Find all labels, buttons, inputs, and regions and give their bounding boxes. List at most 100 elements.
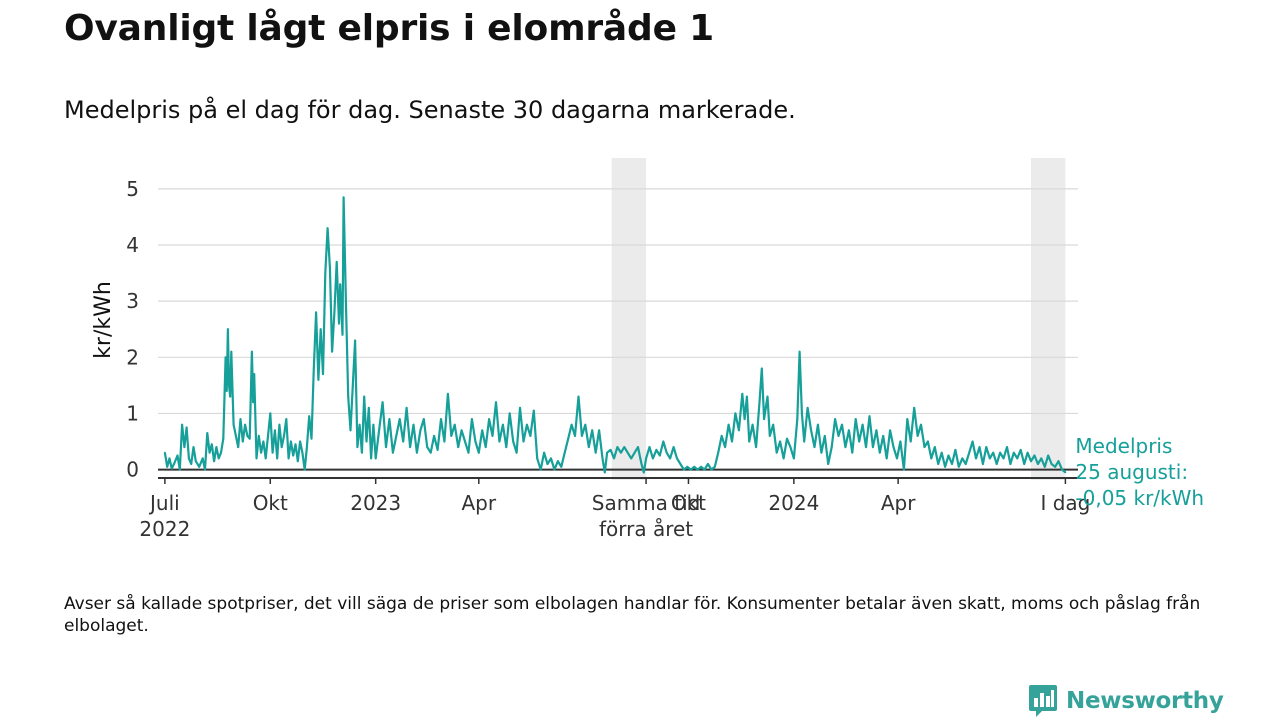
data-point bbox=[803, 440, 806, 443]
data-point bbox=[294, 443, 297, 446]
data-point bbox=[724, 446, 726, 448]
data-point bbox=[746, 395, 748, 398]
data-point bbox=[951, 463, 953, 465]
data-point bbox=[731, 440, 733, 443]
data-point bbox=[988, 457, 991, 460]
data-point bbox=[457, 446, 460, 448]
brand-logo[interactable]: Newsworthy bbox=[1028, 682, 1224, 720]
data-point bbox=[679, 463, 682, 465]
data-point bbox=[550, 457, 552, 460]
data-point bbox=[526, 423, 528, 426]
data-point bbox=[755, 446, 757, 448]
data-point bbox=[185, 426, 188, 429]
data-point bbox=[834, 418, 836, 420]
data-point bbox=[889, 429, 891, 432]
x-tick-label: 2024 bbox=[768, 491, 819, 515]
data-point bbox=[574, 435, 576, 437]
chart-area: 0 1 2 3 4 5 kr/kWh Juli 2022 Okt 2023 Apr Samma ti… bbox=[0, 140, 1280, 550]
data-point bbox=[665, 451, 668, 454]
data-point bbox=[686, 465, 689, 468]
data-point bbox=[978, 446, 981, 448]
data-point bbox=[246, 435, 249, 437]
data-point bbox=[392, 451, 394, 454]
data-point bbox=[806, 406, 809, 409]
annotation-label: -0,05 kr/kWh bbox=[1075, 486, 1204, 510]
data-point bbox=[616, 446, 619, 448]
data-point bbox=[717, 451, 720, 454]
data-point bbox=[837, 435, 840, 437]
x-tick-label: Okt bbox=[253, 491, 288, 515]
data-point bbox=[239, 418, 242, 420]
data-point bbox=[734, 412, 737, 415]
data-point bbox=[367, 406, 370, 409]
data-point bbox=[760, 367, 763, 370]
data-point bbox=[190, 463, 193, 465]
data-point bbox=[324, 272, 327, 274]
data-point bbox=[395, 435, 398, 437]
data-point bbox=[248, 437, 251, 440]
data-point bbox=[892, 446, 895, 448]
data-point bbox=[331, 350, 333, 353]
data-point bbox=[710, 468, 713, 471]
data-point bbox=[229, 395, 232, 398]
data-point bbox=[640, 463, 643, 465]
data-point bbox=[944, 465, 946, 468]
data-point bbox=[251, 350, 253, 353]
data-point bbox=[206, 432, 209, 434]
data-point bbox=[194, 460, 197, 463]
data-point bbox=[464, 440, 466, 443]
data-point bbox=[581, 435, 583, 437]
data-point bbox=[450, 435, 453, 437]
data-point bbox=[228, 384, 230, 387]
x-tick-label: Samma tid bbox=[592, 491, 701, 515]
annotation-label: Medelpris bbox=[1075, 434, 1172, 458]
data-point bbox=[591, 429, 594, 432]
data-point bbox=[985, 446, 988, 448]
data-point bbox=[338, 322, 340, 325]
series-group bbox=[163, 196, 1067, 474]
data-point bbox=[954, 449, 957, 451]
x-tick-label: Okt bbox=[671, 491, 706, 515]
data-point bbox=[748, 440, 751, 443]
highlight-band-1 bbox=[1031, 158, 1066, 480]
data-point bbox=[378, 429, 380, 432]
data-point bbox=[232, 423, 235, 426]
data-point bbox=[453, 423, 456, 426]
data-point bbox=[347, 395, 350, 398]
data-point bbox=[606, 451, 608, 454]
data-point bbox=[858, 440, 861, 443]
data-point bbox=[999, 451, 1001, 454]
data-point bbox=[1050, 463, 1053, 465]
highlight-band-0 bbox=[611, 158, 647, 480]
data-point bbox=[601, 457, 604, 460]
data-point bbox=[460, 429, 463, 432]
brand-name[interactable]: Newsworthy bbox=[1066, 688, 1224, 714]
gridlines bbox=[158, 188, 1078, 471]
data-point bbox=[416, 451, 418, 454]
data-point bbox=[940, 451, 943, 454]
data-point bbox=[1030, 460, 1032, 463]
data-point bbox=[899, 440, 902, 443]
data-point bbox=[271, 451, 274, 454]
data-point bbox=[215, 446, 218, 448]
data-point bbox=[798, 350, 801, 353]
data-point bbox=[961, 457, 964, 460]
data-point bbox=[241, 440, 244, 443]
data-point bbox=[290, 440, 292, 443]
data-point bbox=[696, 468, 699, 471]
data-point bbox=[372, 423, 375, 426]
data-point bbox=[388, 418, 391, 420]
data-point bbox=[529, 435, 532, 437]
data-point bbox=[322, 373, 324, 375]
data-point bbox=[519, 406, 521, 409]
data-point bbox=[609, 449, 612, 451]
data-point bbox=[276, 457, 279, 460]
data-point bbox=[546, 463, 549, 465]
data-point bbox=[1064, 471, 1067, 474]
x-tick-label: Juli bbox=[148, 491, 180, 515]
data-point bbox=[885, 457, 888, 460]
data-point bbox=[751, 423, 754, 426]
data-point bbox=[672, 446, 675, 448]
data-point bbox=[225, 390, 228, 392]
